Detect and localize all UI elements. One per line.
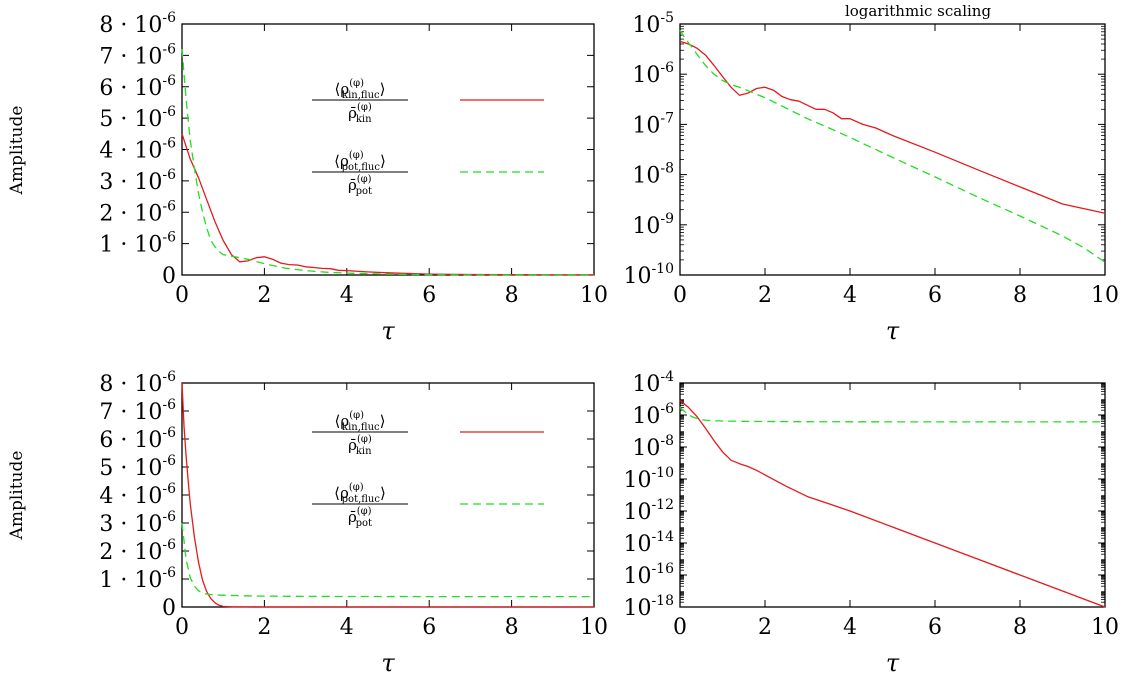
y-tick-label: 5 · 10-6	[99, 104, 176, 132]
y-tick-label: 10-18	[623, 593, 674, 621]
series-line-kin	[679, 40, 1106, 214]
x-tick-label: 6	[928, 615, 942, 640]
plot-frame	[181, 23, 595, 276]
x-tick-label: 6	[422, 615, 436, 640]
legend-entry: ⟨ρ(φ) kin,fluc⟩ρ̄(φ) kin	[312, 78, 544, 125]
y-tick-label: 7 · 10-6	[99, 397, 176, 425]
chart-tr: 0 2 4 6 8 10 10-10 10-9 10-8 10-7 10-6 10-5 τ	[623, 10, 1119, 345]
top-note: logarithmic scaling	[845, 2, 992, 20]
x-tick-label: 8	[1013, 283, 1027, 308]
x-tick-label: 2	[257, 283, 271, 308]
y-tick-label: 4 · 10-6	[99, 136, 176, 164]
y-tick-label: 10-8	[632, 161, 674, 189]
y-tick-label: 10-10	[623, 465, 674, 493]
x-tick-label: 0	[175, 615, 189, 640]
x-tick-label: 0	[175, 283, 189, 308]
x-tick-label: 0	[673, 283, 687, 308]
y-tick-label: 3 · 10-6	[99, 167, 176, 195]
y-tick-label: 2 · 10-6	[99, 537, 176, 565]
legend-entry: ⟨ρ(φ) pot,fluc⟩ρ̄(φ) pot	[312, 482, 544, 529]
x-tick-label: 8	[505, 283, 519, 308]
legend-numerator: ⟨ρ(φ) kin,fluc⟩	[335, 78, 386, 101]
x-tick-label: 10	[1091, 615, 1119, 640]
series-line-kin	[181, 382, 594, 608]
x-tick-label: 2	[257, 615, 271, 640]
y-tick-label: 1 · 10-6	[99, 565, 176, 593]
series-line-pot	[181, 522, 594, 598]
legend-denominator: ρ̄(φ) kin	[348, 434, 372, 457]
x-tick-label: 2	[758, 615, 772, 640]
chart-bl: 0 2 4 6 8 10 0 1 · 10-62 · 10-63 · 10-64 · 10-6…	[7, 369, 608, 677]
legend-numerator: ⟨ρ(φ) pot,fluc⟩	[334, 482, 386, 505]
y-tick-label: 8 · 10-6	[99, 10, 176, 38]
legend-numerator: ⟨ρ(φ) pot,fluc⟩	[334, 150, 386, 173]
series-line-pot	[679, 29, 1106, 263]
x-tick-label: 10	[580, 283, 608, 308]
y-tick-label: 10-9	[632, 211, 674, 239]
y-tick-label: 0	[162, 264, 176, 289]
y-tick-label: 8 · 10-6	[99, 369, 176, 397]
y-tick-label: 10-5	[632, 10, 674, 38]
legend-entry: ⟨ρ(φ) pot,fluc⟩ρ̄(φ) pot	[312, 150, 544, 197]
plot-frame	[181, 382, 595, 608]
series-line-kin	[679, 400, 1106, 608]
x-tick-label: 0	[673, 615, 687, 640]
series-line-kin	[181, 133, 594, 276]
y-tick-label: 10-12	[623, 497, 674, 525]
x-tick-label: 4	[340, 615, 354, 640]
legend-denominator: ρ̄(φ) pot	[348, 174, 372, 197]
y-tick-label: 10-6	[632, 401, 674, 429]
y-tick-label: 1 · 10-6	[99, 230, 176, 258]
x-tick-label: 2	[758, 283, 772, 308]
x-tick-label: 10	[580, 615, 608, 640]
y-tick-label: 5 · 10-6	[99, 453, 176, 481]
legend-entry: ⟨ρ(φ) kin,fluc⟩ρ̄(φ) kin	[312, 410, 544, 457]
x-tick-label: 4	[340, 283, 354, 308]
y-tick-label: 2 · 10-6	[99, 198, 176, 226]
x-tick-label: 6	[928, 283, 942, 308]
y-tick-label: 7 · 10-6	[99, 41, 176, 69]
x-axis-label: τ	[381, 649, 395, 677]
y-tick-label: 6 · 10-6	[99, 425, 176, 453]
y-tick-label: 10-6	[632, 60, 674, 88]
y-tick-label: 6 · 10-6	[99, 73, 176, 101]
y-axis-label: Amplitude	[7, 451, 27, 541]
y-tick-label: 10-10	[623, 261, 674, 289]
chart-tl: 0 2 4 6 8 10 0 1 · 10-6 2 · 10-6 3 · 10-6 4 · 10-6…	[7, 10, 608, 345]
y-tick-label: 0	[162, 596, 176, 621]
x-tick-label: 4	[843, 283, 857, 308]
y-tick-label: 10-8	[632, 433, 674, 461]
y-tick-label: 10-4	[632, 369, 674, 397]
x-axis-label: τ	[886, 649, 900, 677]
y-tick-label: 10-14	[623, 529, 674, 557]
x-tick-label: 8	[1013, 615, 1027, 640]
series-line-pot	[679, 406, 1105, 423]
x-tick-label: 4	[843, 615, 857, 640]
x-tick-label: 6	[422, 283, 436, 308]
legend-denominator: ρ̄(φ) pot	[348, 506, 372, 529]
legend-denominator: ρ̄(φ) kin	[348, 102, 372, 125]
legend-numerator: ⟨ρ(φ) kin,fluc⟩	[335, 410, 386, 433]
plot-frame	[679, 382, 1106, 608]
y-axis-label: Amplitude	[7, 106, 27, 196]
x-axis-label: τ	[886, 317, 900, 345]
plot-frame	[679, 23, 1106, 276]
y-tick-label: 10-7	[632, 110, 674, 138]
x-tick-label: 8	[505, 615, 519, 640]
y-tick-label: 3 · 10-6	[99, 509, 176, 537]
y-tick-label: 10-16	[623, 561, 674, 589]
series-line-pot	[181, 49, 594, 276]
x-tick-label: 10	[1091, 283, 1119, 308]
chart-br: 0 2 4 6 8 10 10-18 10-16 10-14 10-12 10-10 10-8 10-6…	[623, 369, 1119, 677]
x-axis-label: τ	[381, 317, 395, 345]
y-tick-label: 4 · 10-6	[99, 481, 176, 509]
